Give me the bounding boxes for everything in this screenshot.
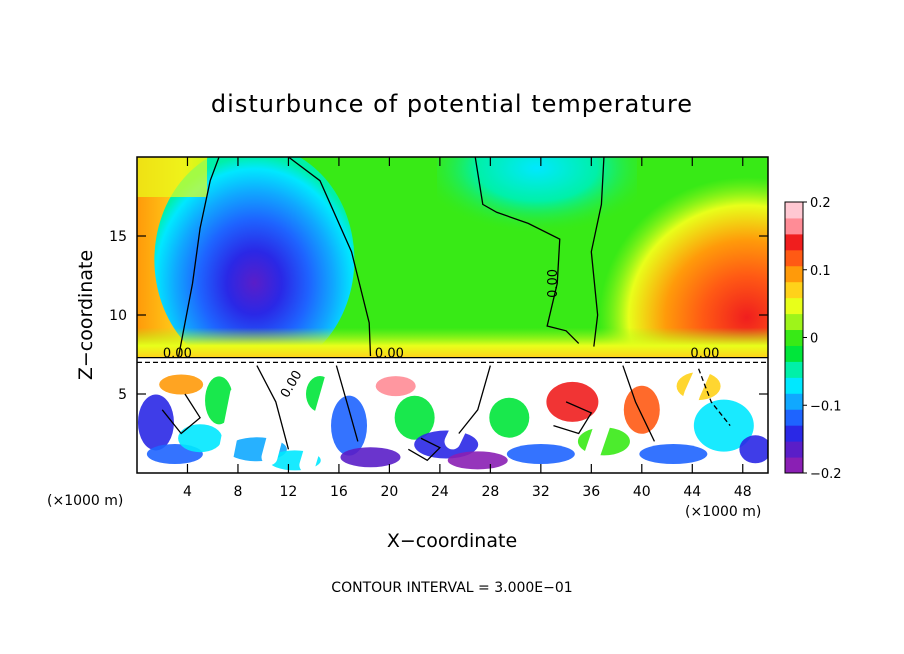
contour-eddy-a xyxy=(161,393,201,435)
chart-title: disturbunce of potential temperature xyxy=(211,90,693,118)
x-axis-title: X−coordinate xyxy=(387,530,517,552)
colorbar-swatch-7 xyxy=(785,345,803,362)
colorbar-swatch-16 xyxy=(785,202,803,219)
contour-plume-c xyxy=(458,365,491,434)
field-plume-3 xyxy=(444,357,499,450)
x-unit-label-left: (×1000 m) xyxy=(47,493,123,509)
x-tick-label-40: 40 xyxy=(633,484,651,500)
field-eddy-0 xyxy=(137,394,174,451)
field-eddy-13 xyxy=(623,385,660,434)
x-unit-label-right: (×1000 m) xyxy=(685,504,761,520)
x-tick-label-48: 48 xyxy=(734,484,752,500)
x-tick-label-28: 28 xyxy=(481,484,499,500)
colorbar-ticks: 0.2 0.1 0 −0.1 −0.2 xyxy=(803,196,842,482)
contour-plume-a xyxy=(256,365,290,450)
colorbar-tick-label-2: 0 xyxy=(810,332,818,347)
x-tick-label-24: 24 xyxy=(431,484,449,500)
colorbar-swatch-10 xyxy=(785,297,803,315)
contour-lines xyxy=(137,157,768,462)
field-plume-0 xyxy=(217,357,265,466)
field-cool-top xyxy=(437,157,637,267)
field-eddy-5 xyxy=(331,395,368,456)
field-cold-bubble xyxy=(154,157,355,375)
field-plume-5 xyxy=(671,357,713,442)
contour-bubble-left xyxy=(178,157,220,357)
contour-label-1: 0.00 xyxy=(375,347,404,362)
field-eddy-21 xyxy=(159,374,204,395)
y-tick-label-15: 15 xyxy=(109,229,127,245)
field-plume-1 xyxy=(261,357,303,466)
field-eddy-2 xyxy=(178,424,223,453)
y-axis-title: Z−coordinate xyxy=(75,250,97,380)
colorbar-swatch-15 xyxy=(785,217,803,235)
x-tick-label-44: 44 xyxy=(683,484,701,500)
colorbar-swatch-8 xyxy=(785,329,803,346)
contour-label-3: 0.00 xyxy=(546,269,561,298)
colorbar-tick-label-4: −0.2 xyxy=(810,467,842,482)
x-tick-label-4: 4 xyxy=(183,484,192,500)
x-tick-label-32: 32 xyxy=(532,484,550,500)
y-tick-label-5: 5 xyxy=(118,387,127,403)
field-eddy-10 xyxy=(506,444,575,465)
colorbar-swatch-1 xyxy=(785,441,803,458)
contour-plume-b xyxy=(335,365,359,442)
contour-interval-note: CONTOUR INTERVAL = 3.000E−01 xyxy=(331,580,572,596)
field-eddy-7 xyxy=(394,395,435,440)
field-eddy-14 xyxy=(639,444,708,465)
colorbar-swatch-4 xyxy=(785,393,803,410)
colorbar-tick-label-0: 0.2 xyxy=(810,196,831,211)
contour-label-2: 0.00 xyxy=(690,347,719,362)
colorbar-swatch-3 xyxy=(785,409,803,426)
field-eddy-3 xyxy=(205,376,234,425)
field-eddy-15 xyxy=(693,399,754,452)
heatmap-field xyxy=(137,157,768,473)
x-tick-label-8: 8 xyxy=(233,484,242,500)
colorbar xyxy=(784,201,804,474)
field-eddy-20 xyxy=(375,376,416,397)
contour-label-0: 0.00 xyxy=(163,347,192,362)
x-tick-label-12: 12 xyxy=(280,484,298,500)
field-eddy-16 xyxy=(739,435,768,464)
field-plume-4 xyxy=(583,357,631,466)
colorbar-swatch-2 xyxy=(785,425,803,442)
contour-plume-d xyxy=(622,365,656,442)
contour-plume-e xyxy=(697,368,731,427)
y-tick-label-10: 10 xyxy=(109,308,127,324)
contour-bubble-right xyxy=(288,157,372,357)
contour-zero-mid-right xyxy=(590,157,605,347)
colorbar-swatch-11 xyxy=(785,281,803,299)
colorbar-swatch-14 xyxy=(785,233,803,251)
x-tick-label-36: 36 xyxy=(582,484,600,500)
field-eddy-11 xyxy=(546,381,599,422)
contour-zero-mid xyxy=(474,157,580,344)
colorbar-swatch-5 xyxy=(785,377,803,394)
x-axis-ticks: 4 8 12 16 20 24 28 32 36 40 44 48 xyxy=(183,157,752,500)
x-tick-label-20: 20 xyxy=(380,484,398,500)
y-axis-ticks: 5 10 15 xyxy=(109,229,768,403)
x-tick-label-16: 16 xyxy=(330,484,348,500)
contour-eddy-c xyxy=(553,401,593,435)
field-yellow-corner xyxy=(137,157,207,197)
plot-area: 0.00 0.00 0.000.000.00 xyxy=(137,157,768,473)
colorbar-swatch-9 xyxy=(785,313,803,331)
contour-eddy-b xyxy=(408,437,441,462)
colorbar-swatch-6 xyxy=(785,361,803,378)
colorbar-tick-label-1: 0.1 xyxy=(810,264,831,279)
colorbar-tick-label-3: −0.1 xyxy=(810,399,842,414)
field-eddy-9 xyxy=(489,397,530,438)
field-inversion-band xyxy=(137,327,768,358)
field-plume-2 xyxy=(299,357,345,473)
field-eddy-18 xyxy=(447,451,508,470)
colorbar-swatch-0 xyxy=(785,457,803,474)
field-eddy-6 xyxy=(340,447,401,468)
colorbar-swatch-12 xyxy=(785,265,803,283)
colorbar-swatch-13 xyxy=(785,249,803,267)
